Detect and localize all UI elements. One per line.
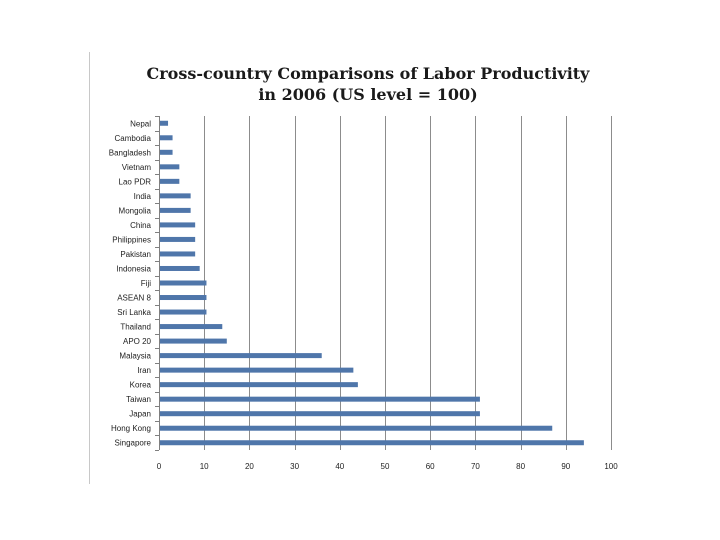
category-label: Indonesia <box>116 264 151 273</box>
category-label: Hong Kong <box>111 424 151 433</box>
bar <box>159 411 480 417</box>
bar <box>159 178 180 184</box>
x-tick-label: 70 <box>471 462 480 471</box>
category-label: China <box>130 221 151 230</box>
x-tick-label: 40 <box>335 462 344 471</box>
bar <box>159 164 180 170</box>
bar <box>159 236 196 242</box>
category-label: APO 20 <box>123 337 152 346</box>
x-tick-label: 90 <box>561 462 570 471</box>
bar <box>159 425 553 431</box>
category-label: ASEAN 8 <box>117 294 151 303</box>
axes <box>155 116 160 451</box>
category-label: Japan <box>129 410 151 419</box>
category-label: Singapore <box>115 439 152 448</box>
bar <box>159 382 358 388</box>
bar <box>159 309 207 315</box>
bar <box>159 207 191 213</box>
category-label: India <box>134 192 152 201</box>
bar <box>159 120 169 126</box>
category-label: Pakistan <box>120 250 151 259</box>
bar <box>159 149 173 155</box>
labels: Nepal Cambodia Bangladesh Vietnam Lao PDR Ind… <box>109 119 618 471</box>
category-label: Lao PDR <box>119 177 152 186</box>
gridlines <box>204 116 612 450</box>
bar <box>159 338 227 344</box>
x-tick-label: 10 <box>200 462 209 471</box>
category-label: Bangladesh <box>109 148 151 157</box>
category-label: Philippines <box>112 235 151 244</box>
bar <box>159 265 200 271</box>
x-tick-label: 60 <box>426 462 435 471</box>
category-label: Iran <box>137 366 151 375</box>
x-tick-label: 100 <box>604 462 618 471</box>
x-tick-label: 80 <box>516 462 525 471</box>
bar <box>159 193 191 199</box>
chart-title-line-1: Cross-country Comparisons of Labor Produ… <box>146 64 590 83</box>
category-label: Korea <box>130 381 152 390</box>
bar <box>159 251 196 257</box>
bar <box>159 324 223 330</box>
category-label: Mongolia <box>119 206 152 215</box>
x-tick-label: 50 <box>381 462 390 471</box>
x-tick-label: 20 <box>245 462 254 471</box>
bar <box>159 280 207 286</box>
chart-title-line-2: in 2006 (US level = 100) <box>258 85 478 104</box>
bar <box>159 135 173 141</box>
bar <box>159 353 322 359</box>
category-label: Nepal <box>130 119 151 128</box>
category-label: Taiwan <box>126 395 151 404</box>
bars <box>159 120 584 446</box>
bar <box>159 367 354 373</box>
bar <box>159 440 584 446</box>
chart-title: Cross-country Comparisons of Labor Produ… <box>118 63 618 105</box>
x-tick-label: 0 <box>157 462 162 471</box>
slide-divider-line <box>89 52 90 484</box>
bar <box>159 295 207 301</box>
bar <box>159 396 480 402</box>
x-tick-label: 30 <box>290 462 299 471</box>
category-label: Cambodia <box>115 134 152 143</box>
category-label: Vietnam <box>122 163 152 172</box>
category-label: Thailand <box>120 323 151 332</box>
category-label: Malaysia <box>119 352 151 361</box>
category-label: Fiji <box>141 279 151 288</box>
category-label: Sri Lanka <box>117 308 151 317</box>
bar <box>159 222 196 228</box>
